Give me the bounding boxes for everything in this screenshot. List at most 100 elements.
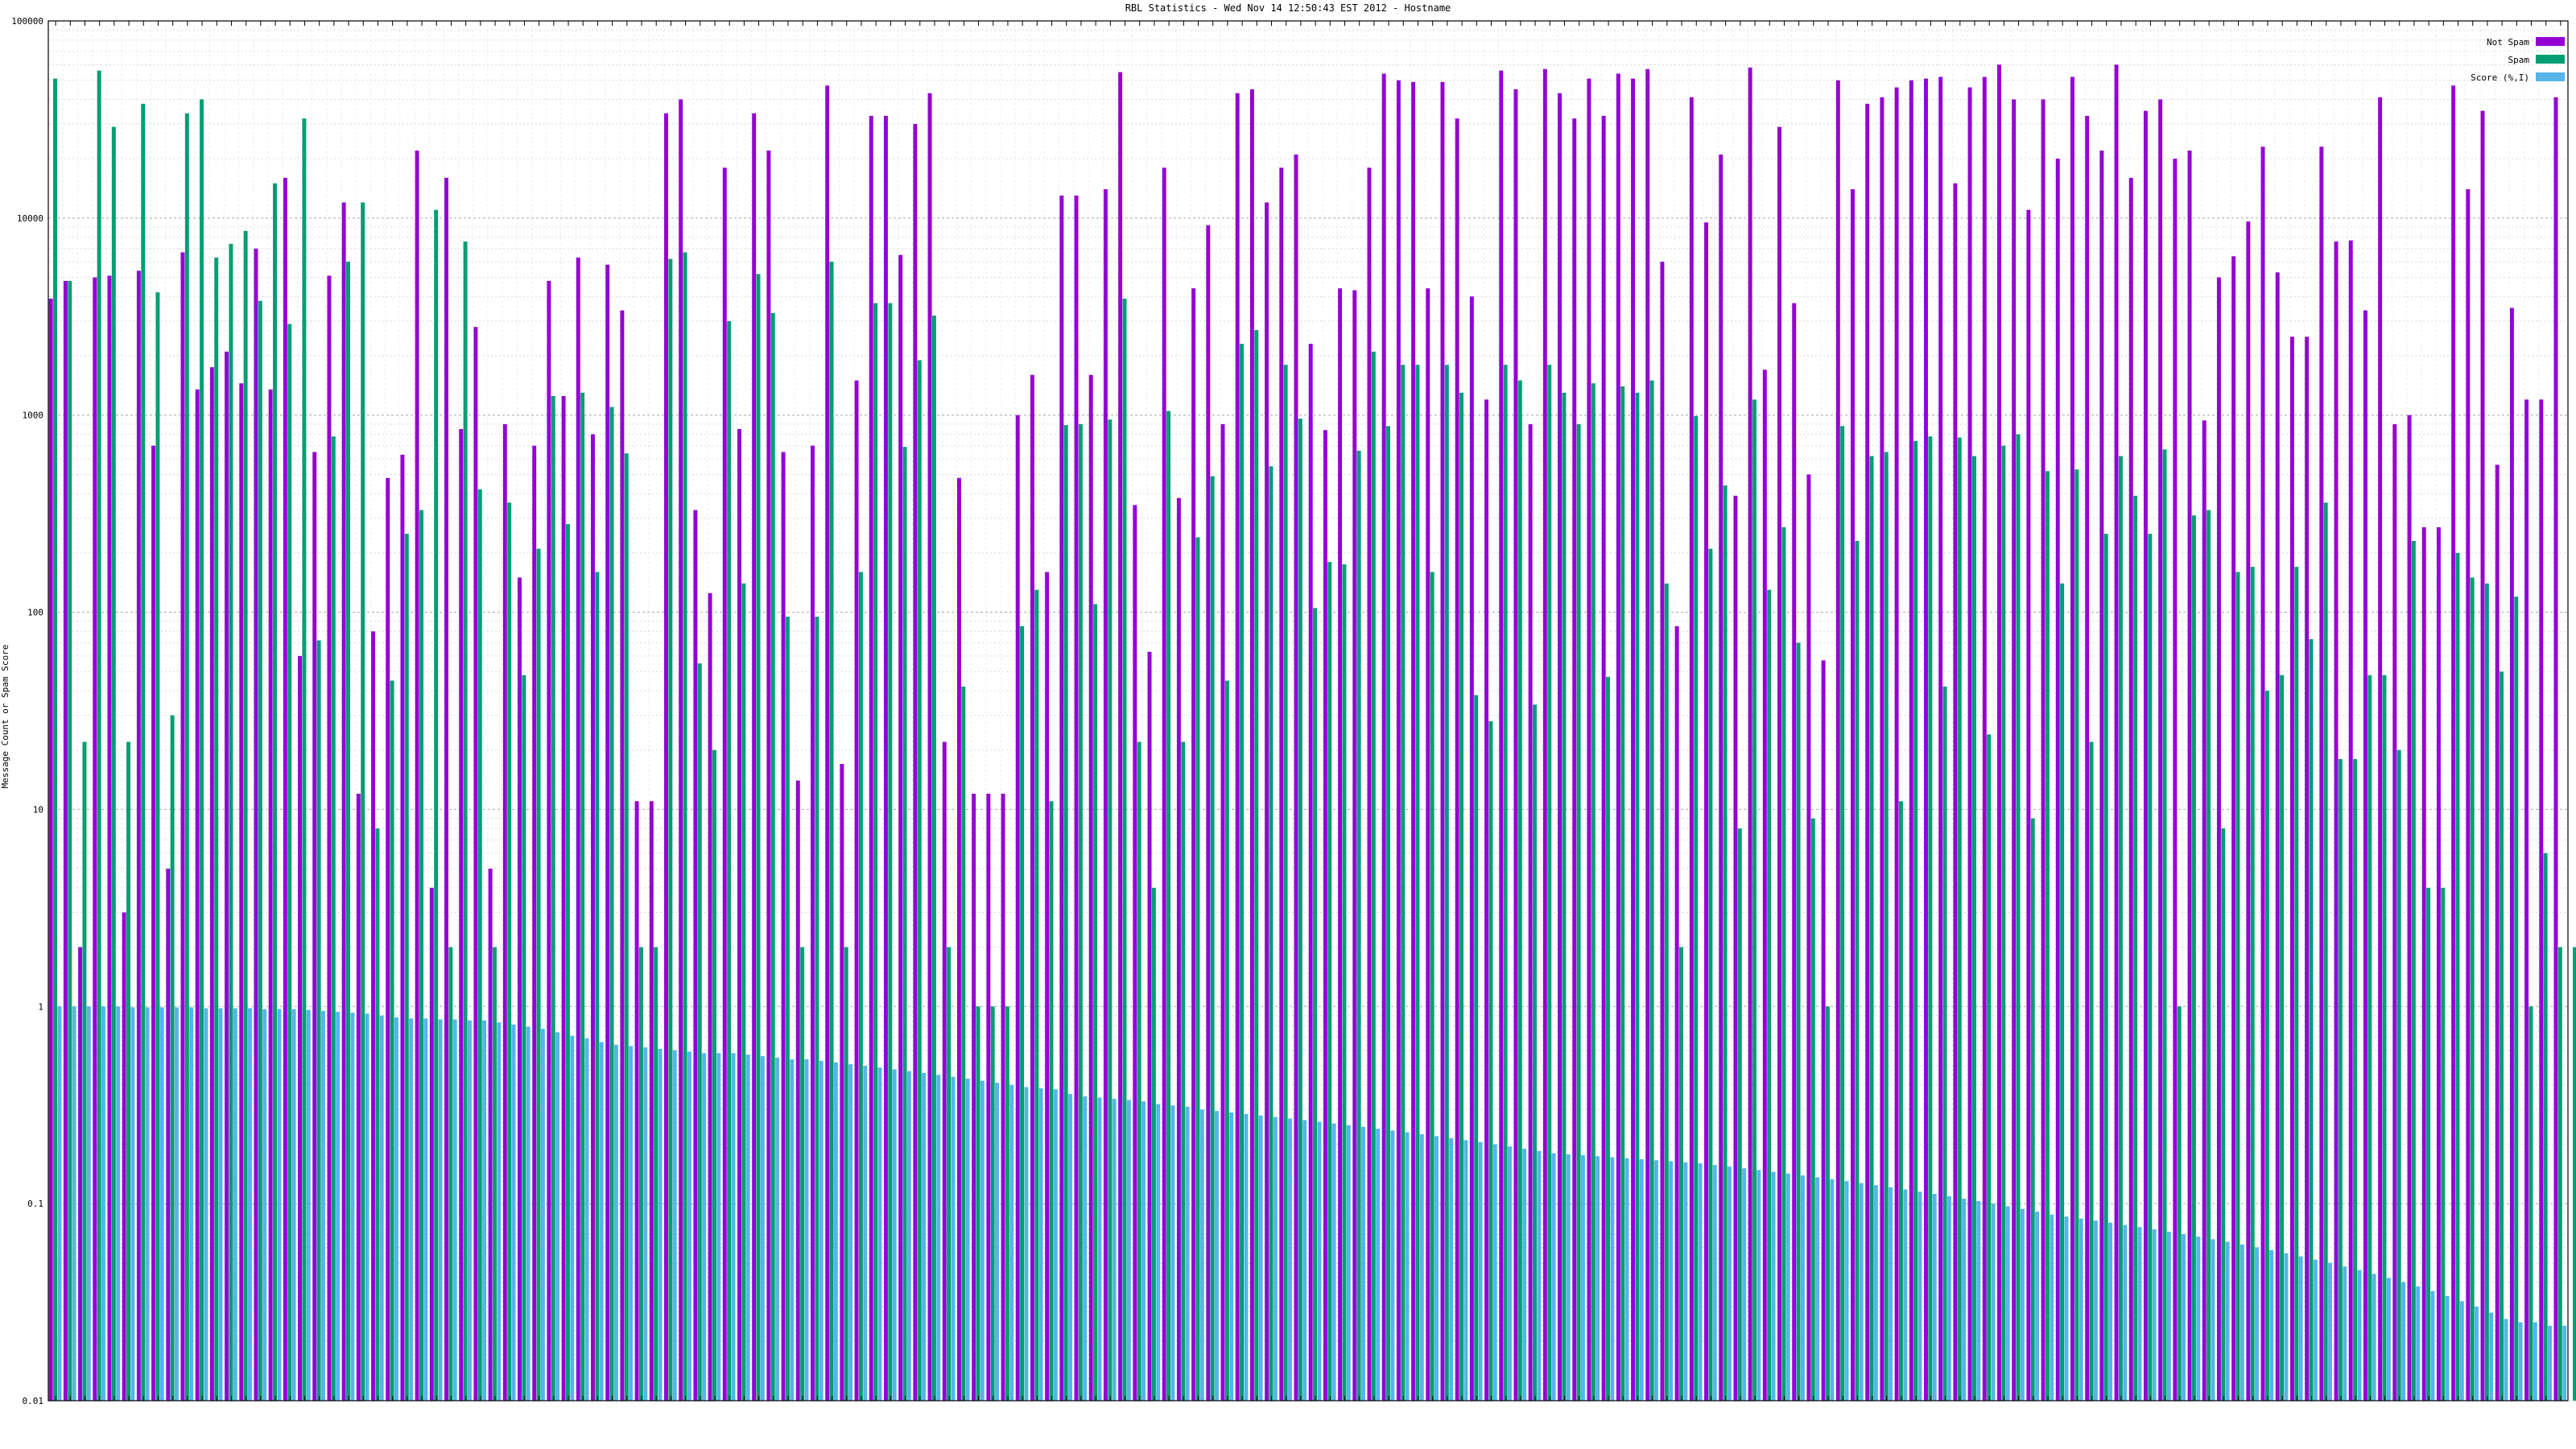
bar-spam <box>844 947 848 1401</box>
bar-spam <box>800 947 805 1401</box>
bar-spam <box>287 324 292 1402</box>
bar-not-spam <box>2421 526 2426 1401</box>
bar-score-i <box>980 1080 985 1401</box>
bar-not-spam <box>415 151 419 1402</box>
bar-spam <box>1767 589 1772 1401</box>
bar-spam <box>2118 456 2123 1402</box>
bar-spam <box>1020 625 1025 1401</box>
bar-spam <box>2323 502 2328 1401</box>
bar-score-i <box>306 1009 311 1401</box>
bar-score-i <box>1199 1109 1204 1401</box>
bar-score-i <box>320 1010 325 1401</box>
bar-not-spam <box>1294 154 1298 1401</box>
bar-not-spam <box>2246 221 2251 1402</box>
bar-not-spam <box>2539 399 2544 1402</box>
bar-not-spam <box>1645 68 1650 1402</box>
bar-spam <box>1401 365 1406 1401</box>
bar-not-spam <box>2451 85 2456 1401</box>
bar-score-i <box>584 1038 589 1401</box>
bar-not-spam <box>693 510 698 1401</box>
bar-not-spam <box>620 310 625 1401</box>
bar-not-spam <box>1821 660 1826 1401</box>
bar-spam <box>1855 540 1860 1401</box>
bar-score-i <box>1112 1099 1117 1401</box>
bar-spam <box>638 947 643 1401</box>
bar-score-i <box>1903 1189 1908 1401</box>
bar-score-i <box>86 1006 91 1401</box>
bar-score-i <box>672 1050 677 1401</box>
bar-spam <box>1913 440 1918 1401</box>
bar-not-spam <box>2055 159 2060 1401</box>
bar-spam <box>1327 562 1332 1401</box>
bar-not-spam <box>268 389 273 1401</box>
bar-not-spam <box>942 741 947 1401</box>
legend-swatch <box>2536 55 2565 64</box>
bar-spam <box>1122 298 1127 1401</box>
bar-not-spam <box>1835 80 1840 1401</box>
bar-not-spam <box>2480 110 2485 1402</box>
bar-not-spam <box>429 887 434 1401</box>
bar-score-i <box>1976 1200 1981 1401</box>
bar-not-spam <box>2289 336 2294 1401</box>
bar-spam <box>68 280 72 1402</box>
bar-score-i <box>1097 1097 1102 1401</box>
bar-not-spam <box>1015 415 1020 1401</box>
bar-not-spam <box>209 367 214 1401</box>
bar-score-i <box>2489 1312 2494 1401</box>
bar-spam <box>1562 392 1567 1401</box>
bar-score-i <box>1610 1157 1615 1401</box>
bar-score-i <box>790 1059 795 1401</box>
bar-score-i <box>687 1051 691 1401</box>
bar-spam <box>2264 691 2269 1401</box>
bar-not-spam <box>1660 262 1665 1401</box>
bar-score-i <box>775 1057 780 1401</box>
bar-spam <box>111 126 116 1401</box>
bar-score-i <box>1889 1187 1893 1401</box>
bar-score-i <box>1800 1175 1805 1401</box>
bar-score-i <box>2401 1282 2405 1401</box>
bar-not-spam <box>1133 505 1137 1401</box>
bar-score-i <box>2548 1325 2552 1401</box>
bar-spam <box>1737 828 1742 1401</box>
bar-not-spam <box>2173 159 2178 1401</box>
bar-spam <box>1649 380 1654 1402</box>
bar-not-spam <box>1279 167 1284 1402</box>
bar-spam <box>2177 1006 2182 1401</box>
bar-not-spam <box>2085 115 2090 1402</box>
bar-not-spam <box>1806 474 1811 1402</box>
bar-spam <box>2191 515 2196 1401</box>
bar-not-spam <box>2466 189 2471 1401</box>
bar-not-spam <box>78 947 83 1401</box>
bar-score-i <box>716 1053 721 1401</box>
bar-not-spam <box>1909 80 1913 1401</box>
bar-not-spam <box>972 794 976 1401</box>
bar-score-i <box>555 1032 560 1401</box>
bar-score-i <box>1624 1158 1629 1401</box>
bar-score-i <box>2445 1295 2450 1401</box>
bar-spam <box>2148 534 2153 1401</box>
bar-not-spam <box>840 764 844 1401</box>
bar-not-spam <box>2363 310 2368 1401</box>
bar-score-i <box>145 1007 150 1401</box>
bar-spam <box>448 947 453 1401</box>
bar-score-i <box>892 1069 897 1401</box>
bar-spam <box>829 262 834 1401</box>
bar-not-spam <box>1235 93 1240 1402</box>
bar-score-i <box>116 1006 121 1401</box>
bar-not-spam <box>2348 240 2353 1402</box>
bar-not-spam <box>459 428 464 1401</box>
bar-spam <box>2396 749 2401 1401</box>
bar-not-spam <box>1440 81 1445 1402</box>
bar-score-i <box>1653 1160 1658 1401</box>
bar-not-spam <box>312 452 317 1401</box>
bar-not-spam <box>1338 288 1343 1402</box>
bar-not-spam <box>136 270 141 1401</box>
y-tick-label: 1000 <box>23 411 44 421</box>
bar-score-i <box>643 1047 648 1401</box>
bar-not-spam <box>1616 73 1620 1402</box>
bar-score-i <box>2504 1319 2508 1401</box>
bar-spam <box>990 1006 995 1401</box>
bar-not-spam <box>195 389 200 1401</box>
bar-spam <box>1298 419 1302 1401</box>
bar-not-spam <box>371 631 376 1401</box>
